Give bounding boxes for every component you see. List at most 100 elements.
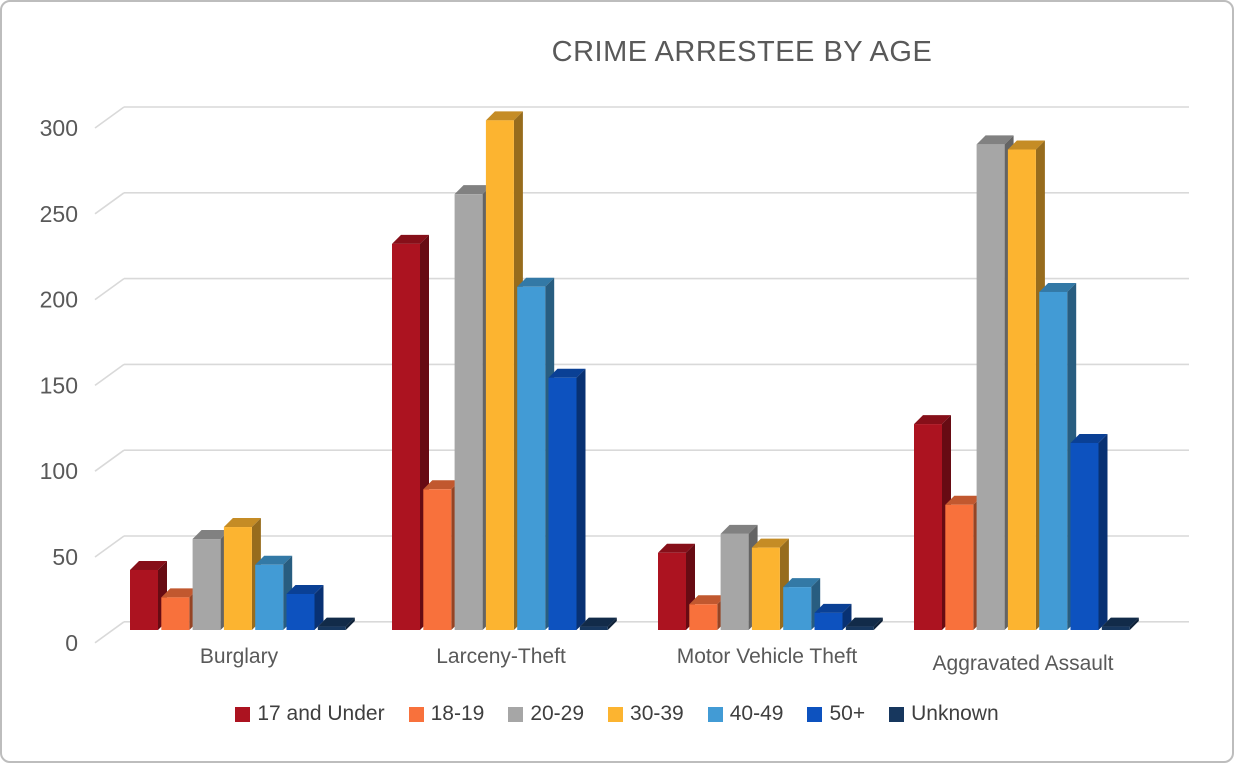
bar-larceny-theft-50-side-face [576,368,586,630]
bar-burglary-40-49 [255,564,284,630]
x-axis-category-label: Motor Vehicle Theft [677,645,858,668]
bar-burglary-50 [286,593,315,630]
bar-burglary-30-39 [223,527,252,630]
bar-larceny-theft-40-49 [517,286,546,630]
gridline-slant [94,535,125,558]
bar-motor-vehicle-theft-20-29-top-face [720,524,758,534]
gridline-slant [94,363,125,387]
legend-label: 30-39 [630,702,684,725]
x-axis-category-label: Aggravated Assault [933,652,1114,675]
legend-label: 17 and Under [257,702,385,725]
legend-swatch-30-39 [608,706,624,722]
legend-item-50: 50+ [807,702,865,726]
legend-label: Unknown [911,702,999,725]
legend-item-30-39: 30-39 [608,702,684,726]
bar-motor-vehicle-theft-17-and-under-top-face [658,543,695,553]
bar-motor-vehicle-theft-40-49-top-face [783,578,821,588]
bar-aggravated-assault-50-side-face [1098,433,1108,630]
bar-burglary-30-39-top-face [223,518,261,528]
y-axis-tick-label: 50 [52,544,78,570]
bar-motor-vehicle-theft-30-39-top-face [751,538,789,548]
legend-swatch-17-and-under [235,706,251,722]
bar-aggravated-assault-40-49-top-face [1039,282,1077,292]
bar-larceny-theft-50 [548,377,577,630]
bar-motor-vehicle-theft-18-19-top-face [689,595,727,605]
y-axis-tick-label: 250 [40,201,78,227]
bar-burglary-unknown-side-face [345,617,355,630]
bar-aggravated-assault-unknown [1101,626,1130,630]
bar-aggravated-assault-unknown-top-face [1101,617,1139,627]
bar-aggravated-assault-30-39-top-face [1007,140,1045,150]
bar-aggravated-assault-20-29 [976,144,1005,630]
gridline-slant [94,449,125,472]
bar-larceny-theft-20-29 [454,194,483,631]
bar-motor-vehicle-theft-unknown-top-face [845,617,883,627]
bar-larceny-theft-unknown-side-face [607,617,617,630]
bar-larceny-theft-18-19 [423,489,452,630]
legend-label: 20-29 [530,702,585,725]
bar-motor-vehicle-theft-17-and-under [658,552,686,630]
bar-burglary-40-49-top-face [255,555,293,565]
gridline-slant [94,106,125,129]
bar-burglary-unknown [317,626,346,630]
gridline-slant [94,621,125,644]
bar-larceny-theft-unknown-top-face [579,617,617,627]
chart-title: CRIME ARRESTEE BY AGE [551,36,933,68]
bar-burglary-50-top-face [286,584,324,594]
bar-burglary-17-and-under [130,569,158,630]
bar-larceny-theft-17-and-under [392,243,420,630]
bar-larceny-theft-50-top-face [548,368,586,378]
bar-larceny-theft-18-19-top-face [423,480,461,490]
bar-burglary-17-and-under-top-face [130,560,167,570]
bar-aggravated-assault-50-top-face [1070,433,1108,443]
legend-item-unknown: Unknown [889,702,999,726]
bar-motor-vehicle-theft-unknown [845,626,874,630]
y-axis-tick-label: 150 [40,372,78,398]
bar-burglary-50-side-face [314,584,324,630]
bar-aggravated-assault-18-19-top-face [945,495,983,505]
bar-motor-vehicle-theft-50-top-face [814,603,852,613]
y-axis-tick-label: 200 [40,287,78,313]
bar-motor-vehicle-theft-18-19 [689,604,718,630]
bar-larceny-theft-unknown [579,626,608,630]
legend-item-20-29: 20-29 [508,702,584,726]
bar-larceny-theft-30-39 [485,120,514,631]
legend-label: 40-49 [729,702,784,725]
bar-motor-vehicle-theft-20-29 [720,533,749,630]
bar-motor-vehicle-theft-50-side-face [842,603,852,630]
gridline-slant [94,192,125,215]
bar-motor-vehicle-theft-40-49 [783,587,812,630]
y-axis-tick-label: 100 [40,458,78,484]
legend-swatch-40-49 [707,706,723,722]
legend-item-40-49: 40-49 [707,702,784,726]
bar-motor-vehicle-theft-30-39 [751,547,780,630]
bar-aggravated-assault-17-and-under [914,424,942,630]
gridline-slant [94,277,125,301]
bar-aggravated-assault-20-29-top-face [976,135,1014,145]
bar-aggravated-assault-18-19 [945,504,974,630]
legend-label: 50+ [829,702,866,725]
bar-larceny-theft-30-39-top-face [485,111,523,121]
bar-aggravated-assault-30-39 [1007,149,1036,630]
x-axis-category-label: Burglary [200,645,279,668]
legend-swatch-18-19 [408,706,424,722]
bar-larceny-theft-20-29-top-face [454,185,492,195]
y-axis-tick-label: 0 [65,630,78,656]
bar-motor-vehicle-theft-unknown-side-face [873,617,883,630]
bar-aggravated-assault-40-49 [1039,291,1068,630]
legend-swatch-50 [807,706,823,722]
chart-legend: 17 and Under 18-19 20-29 30-39 40-49 50+ Unkno… [2,702,1232,726]
bar-motor-vehicle-theft-50 [814,612,843,630]
legend-label: 18-19 [430,702,485,725]
bar-burglary-20-29-top-face [192,530,230,540]
bar-burglary-unknown-top-face [317,617,355,627]
legend-item-17-and-under: 17 and Under [235,702,385,726]
x-axis-category-label: Larceny-Theft [436,645,566,668]
bar-larceny-theft-17-and-under-top-face [392,234,429,244]
bar-aggravated-assault-50 [1070,442,1099,630]
bar-larceny-theft-40-49-top-face [517,277,555,287]
bar-aggravated-assault-17-and-under-top-face [914,415,951,425]
bar-burglary-18-19-top-face [161,588,199,598]
legend-swatch-20-29 [508,706,524,722]
